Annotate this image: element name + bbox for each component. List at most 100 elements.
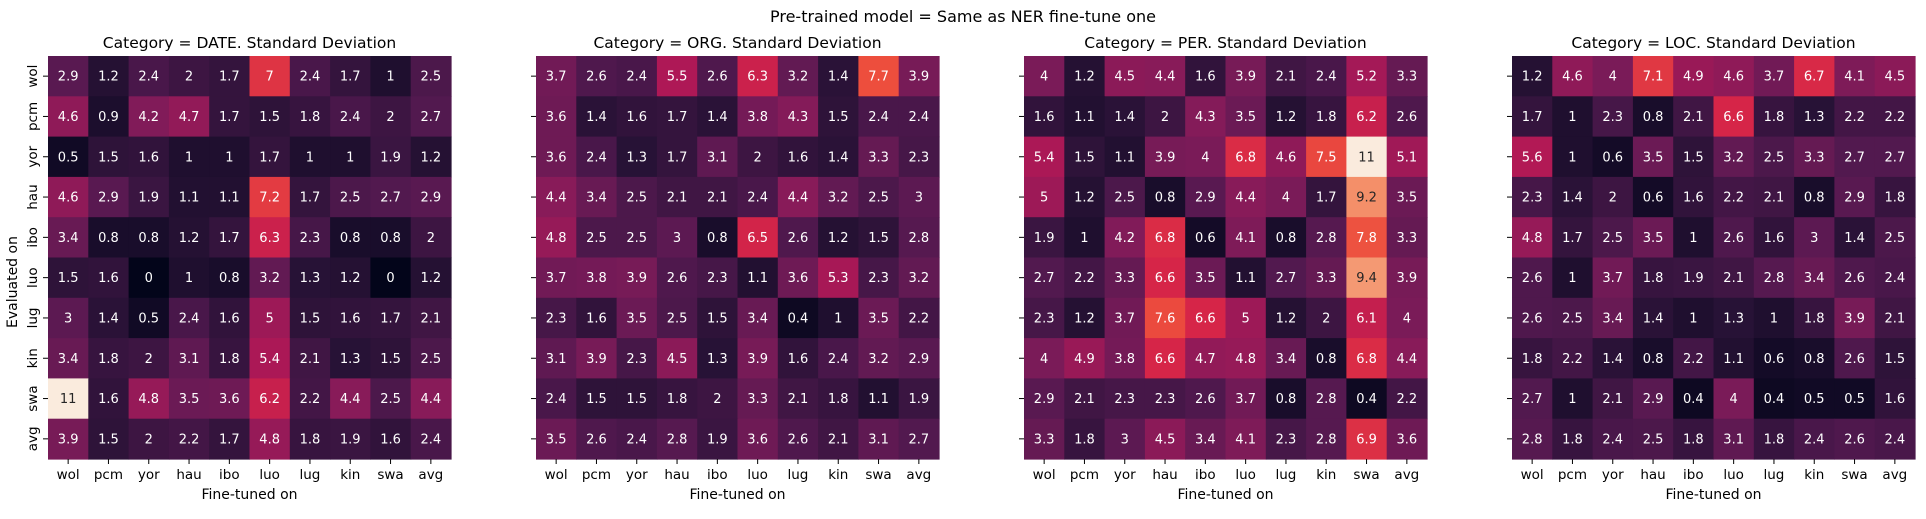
heatmap-cell [1713, 96, 1755, 138]
heatmap-cell [1753, 297, 1795, 339]
cell-value-label: 4.5 [1885, 70, 1906, 85]
heatmap-cell [1064, 378, 1106, 420]
heatmap-cell [1346, 338, 1388, 379]
cell-value-label: 1 [1568, 392, 1576, 407]
x-tick-label: swa [377, 467, 403, 483]
cell-value-label: 2.3 [626, 352, 647, 367]
cell-value-label: 1.6 [1885, 392, 1906, 407]
y-tick-label: ibo [25, 227, 41, 248]
cell-value-label: 4.4 [1397, 352, 1418, 367]
cell-value-label: 2.4 [421, 432, 442, 447]
cell-value-label: 3.8 [586, 271, 607, 286]
cell-value-label: 2.6 [1522, 311, 1543, 326]
heatmap-cell [1713, 418, 1755, 460]
heatmap-cell [1386, 338, 1428, 379]
heatmap-cell [410, 176, 452, 218]
heatmap-cell [1185, 136, 1227, 178]
heatmap-cell [370, 217, 412, 259]
cell-value-label: 2.5 [1602, 231, 1623, 246]
cell-value-label: 1.2 [1074, 70, 1095, 85]
heatmap-cell [410, 136, 452, 178]
heatmap-cell [576, 96, 618, 138]
cell-value-label: 2.8 [1522, 432, 1543, 447]
heatmap-cell [1874, 338, 1916, 379]
heatmap-cell [1794, 297, 1835, 339]
cell-value-label: 6.1 [1356, 311, 1377, 326]
heatmap-cell [1673, 96, 1715, 138]
heatmap-cell [1874, 378, 1916, 420]
cell-value-label: 2.5 [1764, 150, 1785, 165]
cell-value-label: 2.8 [1764, 271, 1785, 286]
cell-value-label: 5 [1040, 191, 1048, 206]
cell-value-label: 2.1 [1276, 70, 1297, 85]
heatmap-cell [818, 217, 859, 259]
heatmap-cell [818, 56, 859, 97]
heatmap-cell [1874, 56, 1916, 97]
heatmap-cell [1346, 96, 1388, 138]
heatmap-cell [330, 56, 371, 97]
heatmap-cell [1225, 338, 1267, 379]
heatmap-cell [48, 176, 89, 218]
cell-value-label: 2.3 [1034, 311, 1055, 326]
heatmap-cell [209, 297, 251, 339]
cell-value-label: 1.8 [1643, 271, 1664, 286]
heatmap-cell [168, 297, 210, 339]
heatmap-cell [1632, 378, 1674, 420]
heatmap-cell [536, 418, 577, 460]
cell-value-label: 0.4 [1683, 392, 1704, 407]
cell-value-label: 6.3 [259, 231, 280, 246]
heatmap-cell [1144, 257, 1186, 299]
cell-value-label: 3.9 [747, 352, 768, 367]
heatmap-cell [536, 257, 577, 299]
heatmap-cell [1512, 56, 1553, 97]
cell-value-label: 3.1 [868, 432, 889, 447]
cell-value-label: 1.9 [1683, 271, 1704, 286]
heatmap-cell [1265, 257, 1307, 299]
heatmap-cell [1225, 217, 1267, 259]
heatmap-cell [1064, 56, 1106, 97]
cell-value-label: 2.2 [909, 311, 930, 326]
x-axis-label: Fine-tuned on [1177, 487, 1273, 503]
heatmap-cell [1185, 418, 1227, 460]
heatmap-cell [737, 418, 779, 460]
cell-value-label: 1 [306, 150, 314, 165]
y-tick-label: yor [25, 145, 41, 167]
cell-value-label: 2.5 [667, 311, 688, 326]
x-tick-label: pcm [582, 467, 611, 483]
heatmap-cell [1512, 418, 1553, 460]
cell-value-label: 1 [185, 271, 193, 286]
heatmap-cell [1552, 378, 1594, 420]
cell-value-label: 0.8 [138, 231, 159, 246]
heatmap-cell [1346, 378, 1388, 420]
heatmap-cell [1225, 96, 1267, 138]
cell-value-label: 9.4 [1356, 271, 1377, 286]
cell-value-label: 0.8 [1804, 191, 1825, 206]
heatmap-panel: Category = LOC. Standard Deviation 1.2 4.6… [1507, 34, 1916, 503]
heatmap-cell [370, 56, 412, 97]
cell-value-label: 1.3 [707, 352, 728, 367]
cell-value-label: 3.7 [546, 271, 567, 286]
cell-value-label: 1.6 [1683, 191, 1704, 206]
cell-value-label: 1.5 [1885, 352, 1906, 367]
heatmap-cell [1512, 217, 1553, 259]
heatmap-cell [1632, 418, 1674, 460]
cell-value-label: 2.6 [1844, 432, 1865, 447]
heatmap-cell [88, 297, 130, 339]
heatmap-cell [1713, 56, 1755, 97]
heatmap-cell [656, 96, 698, 138]
cell-value-label: 4 [1730, 392, 1738, 407]
figure-ylabel: Evaluated on [5, 236, 21, 328]
heatmap-cell [737, 136, 779, 178]
cell-value-label: 2.6 [586, 70, 607, 85]
heatmap-cell [1632, 176, 1674, 218]
cell-value-label: 2.4 [546, 392, 567, 407]
heatmap-cell [330, 176, 371, 218]
cell-value-label: 1.6 [340, 311, 361, 326]
heatmap-cell [777, 217, 819, 259]
cell-value-label: 1.5 [380, 352, 401, 367]
heatmap-cell [1874, 297, 1916, 339]
cell-value-label: 1.5 [259, 110, 280, 125]
cell-value-label: 3.7 [1235, 392, 1256, 407]
cell-value-label: 2 [386, 110, 394, 125]
heatmap-cell [48, 136, 89, 178]
